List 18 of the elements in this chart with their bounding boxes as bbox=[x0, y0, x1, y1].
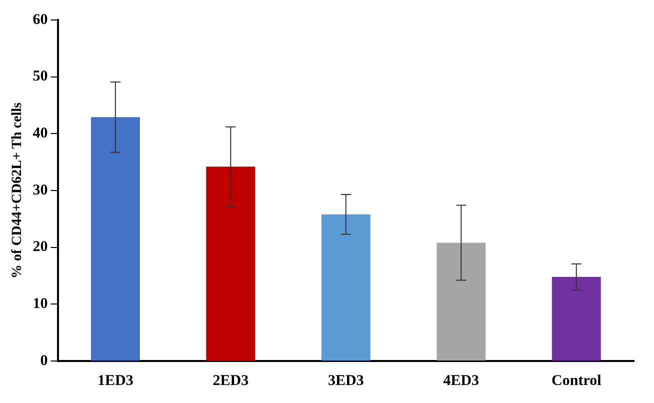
y-tick-label: 50 bbox=[32, 68, 48, 85]
x-tick-label: 4ED3 bbox=[443, 372, 480, 389]
x-tick-label: 1ED3 bbox=[98, 372, 134, 389]
bar bbox=[206, 166, 256, 360]
y-tick-label: 40 bbox=[32, 126, 48, 142]
y-tick-label: 20 bbox=[32, 239, 48, 256]
y-tick-label: 10 bbox=[32, 296, 48, 312]
bar bbox=[436, 242, 486, 360]
y-tick-label: 60 bbox=[32, 12, 48, 28]
x-tick-label: Control bbox=[552, 372, 602, 389]
y-axis-title: % of CD44+CD62L+ Th cells bbox=[10, 102, 26, 278]
x-tick-label: 3ED3 bbox=[328, 372, 364, 389]
bar bbox=[90, 117, 140, 360]
y-tick-label: 30 bbox=[32, 182, 48, 198]
bar bbox=[552, 276, 601, 360]
bar bbox=[321, 214, 370, 360]
x-tick-label: 2ED3 bbox=[212, 372, 249, 389]
y-tick-label: 0 bbox=[40, 352, 48, 369]
